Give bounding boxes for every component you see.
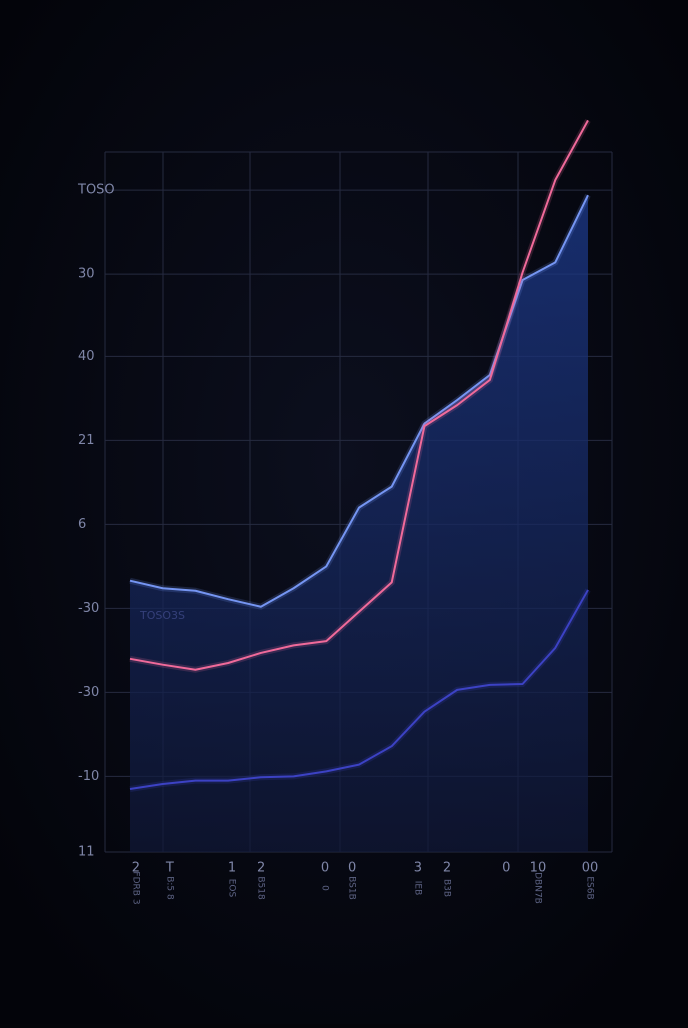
y-tick-label: 6: [78, 517, 86, 532]
y-tick-label: -10: [78, 769, 99, 784]
series-line: [129, 119, 589, 671]
x-tick-label: 0: [348, 861, 356, 876]
x-sublabel: ES6B: [584, 876, 594, 899]
x-sublabel: B:5 8: [164, 876, 174, 900]
x-tick-label: 2: [257, 861, 265, 876]
x-sublabel: IEB: [412, 881, 422, 896]
y-tick-label: TOSO: [77, 183, 115, 198]
x-tick-label: 3: [414, 861, 422, 876]
x-sublabel: EOS: [227, 879, 237, 898]
x-sublabel: BS1B: [347, 876, 357, 900]
x-tick-label: 00: [582, 861, 599, 876]
x-tick-label: 1: [228, 861, 236, 876]
plot: [129, 118, 591, 853]
x-sublabel: FDRB 3: [130, 871, 140, 904]
y-tick-label: 30: [78, 267, 95, 282]
y-tick-label: -30: [78, 685, 99, 700]
annotation: TOSO3S: [139, 609, 185, 622]
x-sublabel: 0: [319, 885, 329, 891]
x-tick-label: 2: [443, 861, 451, 876]
x-tick-label: 10: [530, 861, 547, 876]
y-tick-label: 11: [78, 845, 95, 860]
x-tick-label: 2: [132, 861, 140, 876]
x-sublabel: B3B: [442, 879, 452, 897]
x-sublabel: DBN7B: [532, 872, 542, 904]
series-line: [129, 589, 589, 790]
x-tick-label: 0: [502, 861, 510, 876]
y-tick-label: 40: [78, 349, 95, 364]
x-tick-label: T: [165, 861, 174, 876]
y-tick-label: 21: [78, 433, 95, 448]
x-tick-label: 0: [321, 861, 329, 876]
x-sublabel: B518: [256, 876, 266, 900]
y-tick-label: -30: [78, 601, 99, 616]
